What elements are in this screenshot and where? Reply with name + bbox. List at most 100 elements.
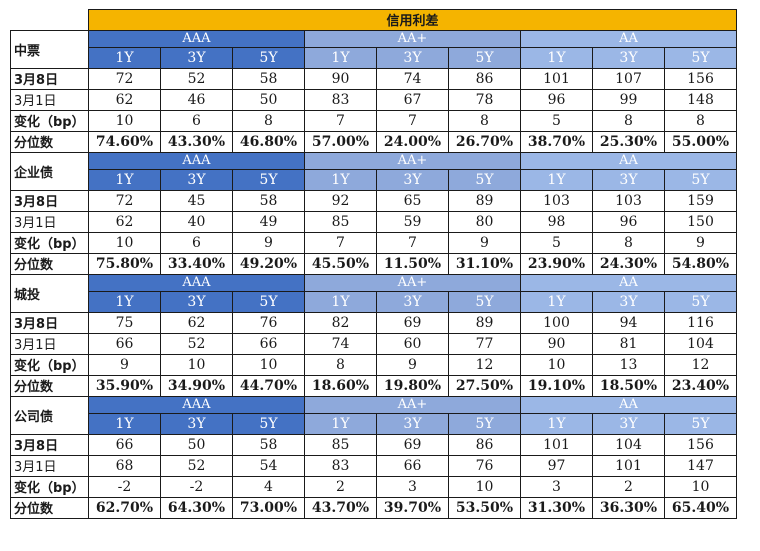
current-spread-cell: 69 bbox=[376, 311, 449, 334]
spread-change-cell: 4 bbox=[232, 475, 305, 498]
current-spread-cell: 101 bbox=[520, 67, 593, 90]
tenor-header-aa-3y: 3Y bbox=[592, 412, 665, 435]
rating-header-aa-plus: AA+ bbox=[304, 395, 521, 414]
spread-change-cell: 13 bbox=[592, 353, 665, 376]
spread-change-cell: 10 bbox=[664, 475, 737, 498]
spread-percentile-cell: 35.90% bbox=[88, 374, 161, 397]
spread-percentile-cell: 44.70% bbox=[232, 374, 305, 397]
spread-change-cell: -2 bbox=[160, 475, 233, 498]
current-spread-cell: 116 bbox=[664, 311, 737, 334]
section-2-current-spread-row: 3月8日 72 45 58 92 65 89 103 103 159 bbox=[10, 189, 737, 212]
section-4-rating-row: 公司债 AAA AA+ AA bbox=[10, 395, 737, 435]
tenor-header-aa-plus-1y: 1Y bbox=[304, 168, 377, 191]
spread-change-cell: 12 bbox=[664, 353, 737, 376]
current-spread-cell: 58 bbox=[232, 189, 305, 212]
section-1-spread-percentile-row: 分位数 74.60% 43.30% 46.80% 57.00% 24.00% 26.70% 3… bbox=[10, 130, 737, 153]
spread-change-cell: 8 bbox=[592, 109, 665, 132]
row-label-spread-change: 变化（bp） bbox=[10, 475, 89, 498]
previous-spread-cell: 46 bbox=[160, 88, 233, 111]
current-spread-cell: 69 bbox=[376, 433, 449, 456]
row-label-spread-percentile: 分位数 bbox=[10, 496, 89, 519]
tenor-header-aaa-3y: 3Y bbox=[160, 46, 233, 69]
tenor-header-aa-5y: 5Y bbox=[664, 168, 737, 191]
current-spread-cell: 72 bbox=[88, 189, 161, 212]
spread-percentile-cell: 23.90% bbox=[520, 252, 593, 275]
previous-spread-cell: 147 bbox=[664, 454, 737, 477]
title-row: 信用利差 bbox=[10, 9, 737, 31]
current-spread-cell: 100 bbox=[520, 311, 593, 334]
previous-spread-cell: 52 bbox=[160, 332, 233, 355]
spread-percentile-cell: 33.40% bbox=[160, 252, 233, 275]
spread-change-cell: 10 bbox=[448, 475, 521, 498]
current-spread-cell: 75 bbox=[88, 311, 161, 334]
current-spread-cell: 94 bbox=[592, 311, 665, 334]
tenor-header-aaa-3y: 3Y bbox=[160, 168, 233, 191]
current-spread-cell: 156 bbox=[664, 67, 737, 90]
spread-change-cell: 5 bbox=[520, 109, 593, 132]
spread-percentile-cell: 18.60% bbox=[304, 374, 377, 397]
section-4-spread-change-row: 变化（bp） -2 -2 4 2 3 10 3 2 10 bbox=[10, 475, 737, 498]
tenor-header-aa-plus-1y: 1Y bbox=[304, 412, 377, 435]
row-label-previous-spread: 3月1日 bbox=[10, 88, 89, 111]
previous-spread-cell: 90 bbox=[520, 332, 593, 355]
tenor-header-aa-3y: 3Y bbox=[592, 168, 665, 191]
spread-change-cell: 8 bbox=[592, 231, 665, 254]
previous-spread-cell: 101 bbox=[592, 454, 665, 477]
current-spread-cell: 86 bbox=[448, 433, 521, 456]
spread-change-cell: 9 bbox=[88, 353, 161, 376]
spread-percentile-cell: 46.80% bbox=[232, 130, 305, 153]
spread-percentile-cell: 43.30% bbox=[160, 130, 233, 153]
row-label-spread-change: 变化（bp） bbox=[10, 231, 89, 254]
row-label-previous-spread: 3月1日 bbox=[10, 454, 89, 477]
previous-spread-cell: 62 bbox=[88, 210, 161, 233]
previous-spread-cell: 104 bbox=[664, 332, 737, 355]
row-label-previous-spread: 3月1日 bbox=[10, 332, 89, 355]
spread-percentile-cell: 26.70% bbox=[448, 130, 521, 153]
row-label-current-spread: 3月8日 bbox=[10, 67, 89, 90]
spread-percentile-cell: 19.10% bbox=[520, 374, 593, 397]
spread-change-cell: 2 bbox=[304, 475, 377, 498]
section-4-tenor-row: 1Y 3Y 5Y 1Y 3Y 5Y 1Y 3Y 5Y bbox=[11, 412, 737, 435]
spread-change-cell: 3 bbox=[376, 475, 449, 498]
current-spread-cell: 58 bbox=[232, 67, 305, 90]
previous-spread-cell: 83 bbox=[304, 88, 377, 111]
current-spread-cell: 103 bbox=[592, 189, 665, 212]
section-2-rating-row: 企业债 AAA AA+ AA bbox=[10, 151, 737, 191]
spread-percentile-cell: 64.30% bbox=[160, 496, 233, 519]
section-2-spread-change-row: 变化（bp） 10 6 9 7 7 9 5 8 9 bbox=[10, 231, 737, 254]
spread-percentile-cell: 75.80% bbox=[88, 252, 161, 275]
previous-spread-cell: 66 bbox=[232, 332, 305, 355]
previous-spread-cell: 96 bbox=[592, 210, 665, 233]
previous-spread-cell: 62 bbox=[88, 88, 161, 111]
current-spread-cell: 104 bbox=[592, 433, 665, 456]
previous-spread-cell: 60 bbox=[376, 332, 449, 355]
current-spread-cell: 58 bbox=[232, 433, 305, 456]
spread-change-cell: 6 bbox=[160, 231, 233, 254]
current-spread-cell: 74 bbox=[376, 67, 449, 90]
spread-change-cell: -2 bbox=[88, 475, 161, 498]
previous-spread-cell: 68 bbox=[88, 454, 161, 477]
section-4-current-spread-row: 3月8日 66 50 58 85 69 86 101 104 156 bbox=[10, 433, 737, 456]
current-spread-cell: 107 bbox=[592, 67, 665, 90]
spread-change-cell: 12 bbox=[448, 353, 521, 376]
spread-percentile-cell: 54.80% bbox=[664, 252, 737, 275]
category-label: 公司债 bbox=[10, 395, 89, 435]
category-label: 城投 bbox=[10, 273, 89, 313]
current-spread-cell: 156 bbox=[664, 433, 737, 456]
category-label: 企业债 bbox=[10, 151, 89, 191]
section-2-previous-spread-row: 3月1日 62 40 49 85 59 80 98 96 150 bbox=[10, 210, 737, 233]
rating-header-aa: AA bbox=[520, 29, 737, 48]
previous-spread-cell: 52 bbox=[160, 454, 233, 477]
table-body: 信用利差 中票 AAA AA+ AA 1Y 3Y 5Y 1Y 3Y 5Y 1Y 3Y 5Y 3月8日 72 5… bbox=[10, 9, 737, 519]
spread-change-cell: 10 bbox=[232, 353, 305, 376]
tenor-header-aa-plus-3y: 3Y bbox=[376, 46, 449, 69]
spread-percentile-cell: 53.50% bbox=[448, 496, 521, 519]
previous-spread-cell: 85 bbox=[304, 210, 377, 233]
tenor-header-aaa-5y: 5Y bbox=[232, 290, 305, 313]
spread-change-cell: 6 bbox=[160, 109, 233, 132]
current-spread-cell: 89 bbox=[448, 311, 521, 334]
tenor-header-aa-plus-5y: 5Y bbox=[448, 46, 521, 69]
tenor-header-aa-plus-5y: 5Y bbox=[448, 290, 521, 313]
row-label-spread-percentile: 分位数 bbox=[10, 252, 89, 275]
current-spread-cell: 65 bbox=[376, 189, 449, 212]
